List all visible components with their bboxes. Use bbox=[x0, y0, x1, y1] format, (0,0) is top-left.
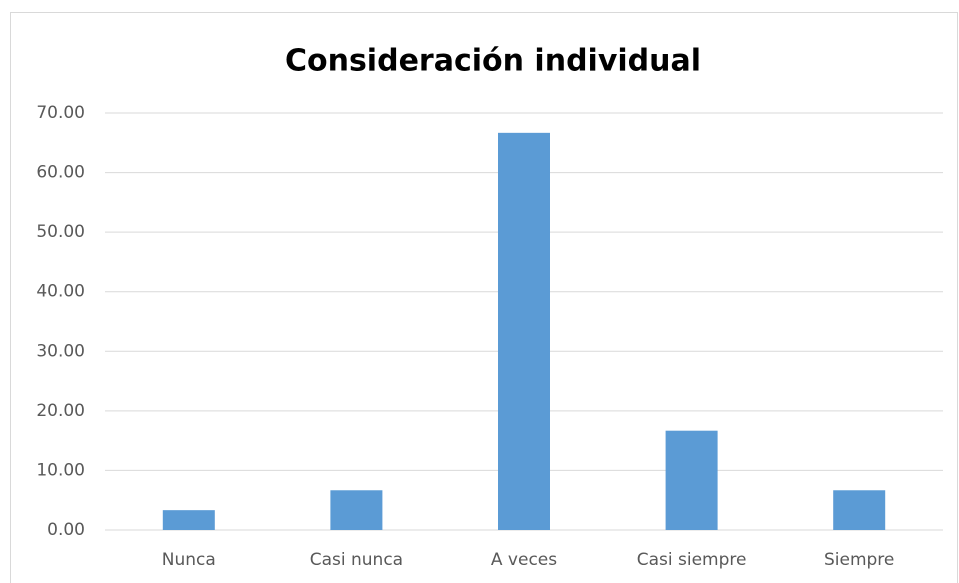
x-tick-label: A veces bbox=[491, 550, 557, 570]
y-tick-label: 60.00 bbox=[36, 163, 85, 183]
bar bbox=[498, 132, 550, 530]
y-tick-label: 0.00 bbox=[47, 520, 85, 540]
y-tick-label: 50.00 bbox=[36, 222, 85, 242]
y-tick-label: 20.00 bbox=[36, 401, 85, 421]
y-tick-label: 10.00 bbox=[36, 460, 85, 480]
y-tick-label: 70.00 bbox=[36, 103, 85, 123]
chart-title: Consideración individual bbox=[285, 44, 701, 79]
x-tick-label: Casi siempre bbox=[637, 550, 747, 570]
y-tick-label: 30.00 bbox=[36, 341, 85, 361]
bar bbox=[665, 430, 718, 530]
x-tick-label: Nunca bbox=[162, 550, 216, 570]
bar bbox=[162, 510, 215, 530]
x-tick-label: Siempre bbox=[824, 550, 894, 570]
x-tick-label: Casi nunca bbox=[310, 550, 403, 570]
bar bbox=[330, 490, 383, 530]
bar bbox=[833, 490, 886, 530]
chart-frame bbox=[10, 12, 958, 583]
y-tick-label: 40.00 bbox=[36, 282, 85, 302]
